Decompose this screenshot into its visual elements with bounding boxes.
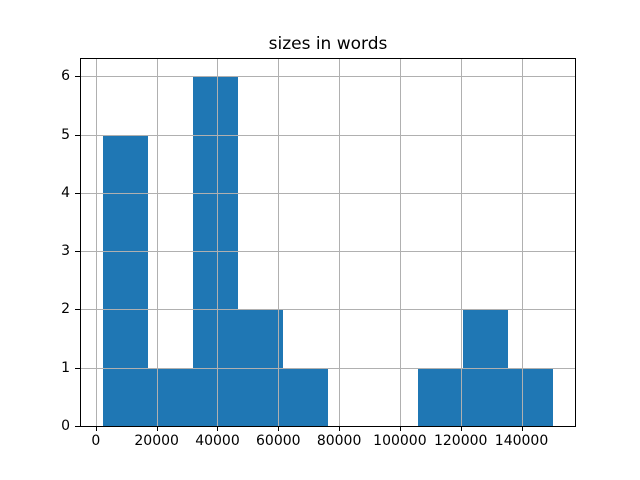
x-gridline [460,59,462,426]
x-gridline [95,59,97,426]
x-tick-mark [399,426,401,431]
y-tick-label: 4 [61,184,70,201]
x-tick-label: 40000 [195,433,240,449]
histogram-bar [103,134,149,426]
histogram-bar [283,367,328,426]
x-tick-mark [278,426,280,431]
x-gridline [339,59,341,426]
x-gridline [521,59,523,426]
y-tick-mark [75,309,80,311]
y-gridline [81,251,575,253]
y-gridline [81,367,575,369]
x-tick-mark [217,426,219,431]
histogram-bar [507,367,553,426]
histogram-bar [417,367,463,426]
y-gridline [81,309,575,311]
y-gridline [81,76,575,78]
x-tick-label: 140000 [494,433,549,449]
x-tick-label: 80000 [316,433,362,449]
x-tick-mark [460,426,462,431]
histogram-bar [148,367,194,426]
chart-title: sizes in words [268,34,388,54]
y-tick-mark [75,134,80,136]
y-tick-mark [75,367,80,369]
y-tick-label: 6 [61,68,70,85]
y-tick-label: 2 [61,301,70,318]
y-tick-label: 0 [61,418,70,434]
y-gridline [81,192,575,194]
y-tick-mark [75,192,80,194]
x-tick-mark [95,426,97,431]
y-tick-mark [75,76,80,78]
y-tick-mark [75,426,80,427]
y-tick-label: 5 [61,126,70,143]
x-tick-label: 120000 [433,433,488,449]
y-tick-label: 1 [61,359,70,376]
x-tick-label: 20000 [134,433,179,449]
x-gridline [399,59,401,426]
x-gridline [217,59,219,426]
y-tick-label: 3 [61,243,70,260]
x-tick-mark [521,426,523,431]
x-tick-label: 0 [91,433,101,449]
x-gridline [156,59,158,426]
plot-area [80,58,576,427]
x-tick-mark [339,426,341,431]
x-tick-label: 60000 [256,433,301,449]
x-gridline [278,59,280,426]
x-tick-mark [156,426,158,431]
y-gridline [81,134,575,136]
y-tick-mark [75,251,80,253]
x-tick-label: 100000 [373,433,427,449]
